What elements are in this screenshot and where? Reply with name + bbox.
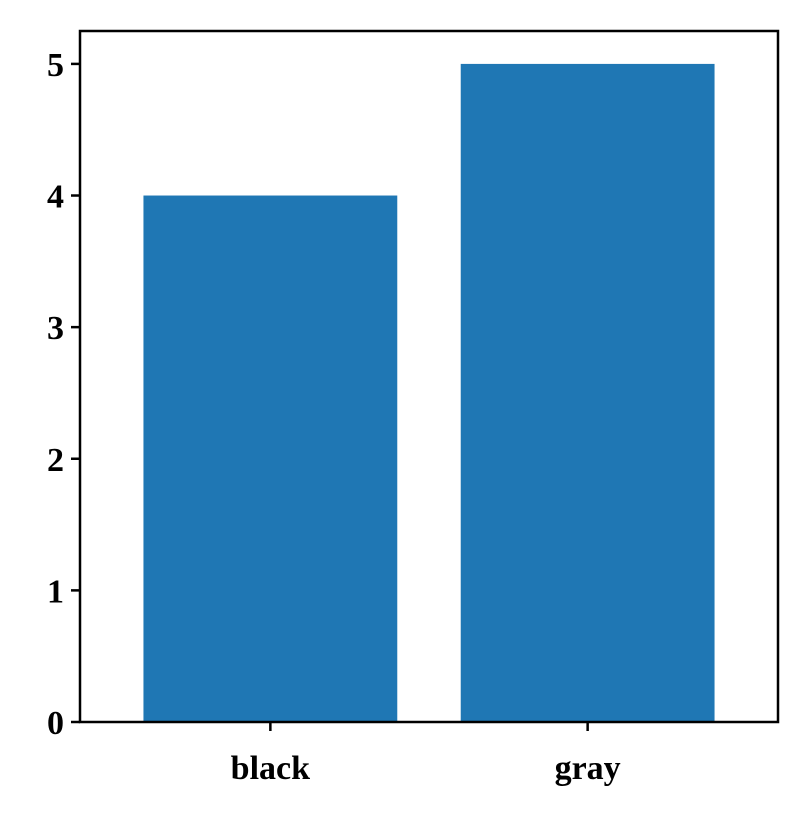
y-tick-label: 2 — [47, 442, 64, 479]
y-tick-label: 5 — [47, 47, 64, 84]
bars-group — [143, 63, 715, 722]
y-tick-label: 1 — [47, 573, 64, 610]
y-tick-label: 3 — [47, 310, 64, 347]
bar-gray — [460, 63, 715, 722]
x-tick-label-black: black — [231, 750, 310, 787]
bar-black — [143, 195, 398, 722]
x-axis: black gray — [231, 722, 621, 787]
y-axis: 0 1 2 3 4 5 — [47, 47, 80, 742]
y-tick-label: 4 — [47, 179, 64, 216]
y-tick-label: 0 — [47, 705, 64, 742]
plot-area-frame — [78, 29, 780, 724]
x-tick-label-gray: gray — [555, 750, 621, 787]
